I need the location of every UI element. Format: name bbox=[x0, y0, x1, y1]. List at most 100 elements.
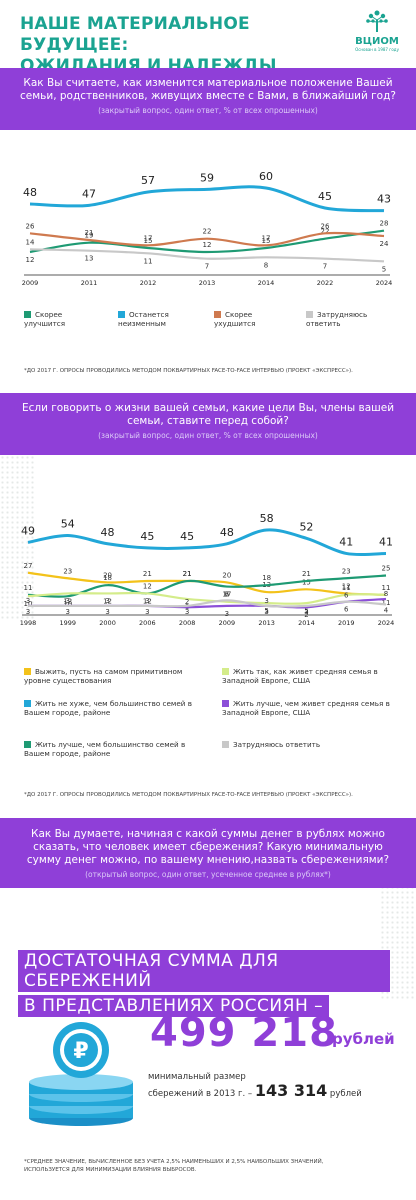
data-label: 12 bbox=[143, 597, 152, 605]
question-1-banner: Как Вы считаете, как изменится материаль… bbox=[0, 68, 416, 130]
legend-label: Выжить, пусть на самом примитивном уровн… bbox=[24, 667, 183, 685]
legend-item-improve: Скорее улучшится bbox=[24, 310, 104, 328]
series-line bbox=[29, 185, 385, 213]
data-label: 2 bbox=[304, 611, 308, 619]
legend-label: Останется неизменным bbox=[118, 310, 169, 328]
data-label: 52 bbox=[299, 520, 313, 533]
data-label: 25 bbox=[382, 565, 391, 573]
data-label: 24 bbox=[380, 240, 389, 248]
data-label: 43 bbox=[377, 193, 391, 206]
series-line bbox=[29, 229, 385, 254]
data-label: 11 bbox=[382, 599, 391, 607]
data-label: 3 bbox=[264, 608, 268, 616]
min-savings-unit: рублей bbox=[329, 1089, 362, 1099]
question-2-text: Если говорить о жизни вашей семьи, какие… bbox=[21, 402, 395, 427]
question-2-note: (закрытый вопрос, один ответ, % от всех … bbox=[98, 431, 318, 440]
data-label: 26 bbox=[26, 222, 35, 230]
data-label: 45 bbox=[140, 530, 154, 543]
data-label: 17 bbox=[144, 234, 153, 242]
data-label: 21 bbox=[85, 229, 94, 237]
data-label: 7 bbox=[323, 263, 327, 271]
legend-swatch bbox=[24, 311, 31, 318]
summary-heading-line1: ДОСТАТОЧНАЯ СУММА ДЛЯ СБЕРЕЖЕНИЙ bbox=[18, 950, 390, 992]
logo-text: ВЦИОМ bbox=[355, 36, 399, 47]
data-label: 59 bbox=[200, 171, 214, 184]
data-label: 13 bbox=[85, 255, 94, 263]
data-label: 45 bbox=[318, 190, 332, 203]
data-label: 5 bbox=[264, 607, 268, 615]
data-label: 21 bbox=[183, 570, 192, 578]
summary-heading-line2: В ПРЕДСТАВЛЕНИЯХ РОССИЯН – bbox=[18, 995, 330, 1017]
logo: ВЦИОМ Основан в 1987 году bbox=[352, 8, 402, 52]
x-tick-label: 2019 bbox=[338, 619, 355, 627]
data-label: 11 bbox=[342, 584, 351, 592]
x-tick-label: 2008 bbox=[179, 619, 196, 627]
data-label: 5 bbox=[304, 607, 308, 615]
chart-family-goals: 1998 1999 2000 2006 2008 2009 2013 2014 2019 2024… bbox=[20, 512, 395, 627]
legend-label: Жить не хуже, чем большинство семей в Ва… bbox=[24, 699, 192, 717]
data-label: 41 bbox=[339, 535, 353, 548]
legend-label: Затрудняюсь ответить bbox=[233, 740, 321, 749]
data-label: 58 bbox=[260, 512, 274, 525]
data-label: 10 bbox=[24, 600, 33, 608]
data-label: 6 bbox=[344, 592, 349, 600]
data-label: 8 bbox=[384, 590, 388, 598]
x-tick-label: 2006 bbox=[139, 619, 156, 627]
data-label: 12 bbox=[143, 582, 152, 590]
question-3-banner: Как Вы думаете, начиная с какой суммы де… bbox=[0, 818, 416, 888]
data-label: 21 bbox=[183, 570, 192, 578]
question-2-footnote: *ДО 2017 Г. ОПРОСЫ ПРОВОДИЛИСЬ МЕТОДОМ П… bbox=[24, 792, 353, 798]
legend-item-same: Останется неизменным bbox=[118, 310, 198, 328]
data-label: 12 bbox=[203, 241, 212, 249]
data-label: 3 bbox=[105, 597, 109, 605]
data-label: 2 bbox=[185, 598, 189, 606]
x-tick-label: 2024 bbox=[376, 279, 393, 287]
data-label: 47 bbox=[82, 187, 96, 200]
legend-item-unsure: Затрудняюсь ответить bbox=[306, 310, 396, 328]
data-label: 18 bbox=[103, 574, 112, 582]
series-line bbox=[29, 231, 385, 247]
svg-text:₽: ₽ bbox=[73, 1039, 88, 1064]
savings-unit: рублей bbox=[332, 1030, 395, 1048]
series-line bbox=[27, 528, 387, 557]
min-savings-label-1: минимальный размер bbox=[148, 1072, 246, 1082]
chart-material-expectations: 2009 2011 2012 2013 2014 2022 2024 12 19 15 12 15 22… bbox=[22, 170, 393, 287]
data-label: 21 bbox=[143, 570, 152, 578]
data-label: 19 bbox=[85, 232, 94, 240]
data-label: 3 bbox=[66, 608, 70, 616]
data-label: 3 bbox=[264, 597, 268, 605]
logo-subtext: Основан в 1987 году bbox=[355, 47, 399, 52]
page-title-line1: НАШЕ МАТЕРИАЛЬНОЕ БУДУЩЕЕ: bbox=[20, 14, 250, 55]
x-tick-label: 2022 bbox=[317, 279, 334, 287]
data-label: 3 bbox=[145, 597, 149, 605]
x-tick-label: 2011 bbox=[81, 279, 98, 287]
legend-label: Скорее ухудшится bbox=[214, 310, 256, 328]
legend-item-worse: Скорее ухудшится bbox=[214, 310, 294, 328]
summary-heading: ДОСТАТОЧНАЯ СУММА ДЛЯ СБЕРЕЖЕНИЙ В ПРЕДС… bbox=[18, 950, 390, 1020]
coin-stack-icon: ₽ bbox=[29, 1022, 133, 1126]
data-label: 17 bbox=[222, 591, 231, 599]
data-label: 11 bbox=[382, 584, 391, 592]
data-label: 27 bbox=[24, 562, 33, 570]
x-tick-label: 2009 bbox=[22, 279, 39, 287]
data-label: 3 bbox=[26, 608, 30, 616]
data-label: 49 bbox=[21, 524, 35, 537]
data-label: 15 bbox=[262, 237, 271, 245]
legend-swatch bbox=[222, 700, 229, 707]
data-label: 18 bbox=[262, 574, 271, 582]
data-label: 3 bbox=[26, 597, 30, 605]
question-3-note: (открытый вопрос, один ответ, усеченное … bbox=[85, 870, 331, 879]
legend-swatch bbox=[306, 311, 313, 318]
x-tick-label: 2009 bbox=[219, 619, 236, 627]
data-label: 26 bbox=[321, 222, 330, 230]
question-1-note: (закрытый вопрос, один ответ, % от всех … bbox=[98, 106, 318, 115]
legend-label: Скорее улучшится bbox=[24, 310, 66, 328]
savings-amount: 499 218 bbox=[150, 1010, 338, 1056]
series-line bbox=[27, 599, 387, 608]
data-label: 22 bbox=[321, 228, 330, 236]
data-label: 12 bbox=[103, 597, 112, 605]
summary-footnote: *СРЕДНЕЕ ЗНАЧЕНИЕ, ВЫЧИСЛЕННОЕ БЕЗ УЧЕТА… bbox=[24, 1159, 324, 1173]
data-label: 7 bbox=[225, 590, 229, 598]
data-label: 6 bbox=[344, 606, 349, 614]
question-3-text: Как Вы думаете, начиная с какой суммы де… bbox=[26, 828, 390, 866]
